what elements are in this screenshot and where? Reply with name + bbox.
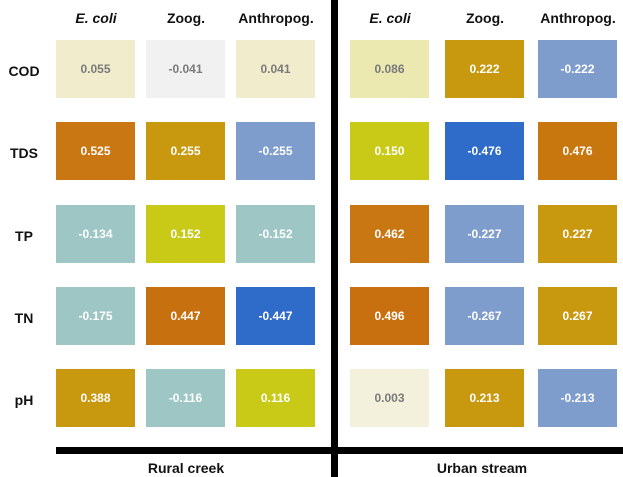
row-label-tn: TN	[14, 310, 34, 326]
row-label-ph: pH	[14, 392, 34, 408]
row-label-tp: TP	[15, 228, 33, 244]
heatmap-cell: -0.134	[56, 205, 135, 263]
heatmap-cell: 0.003	[350, 369, 429, 427]
row-label-cod: COD	[8, 63, 40, 79]
heatmap-cell: 0.255	[146, 122, 225, 180]
heatmap-cell: 0.086	[350, 40, 429, 98]
heatmap-cell: -0.447	[236, 287, 315, 345]
heatmap-cell: -0.476	[445, 122, 524, 180]
column-header-1-1: Zoog.	[465, 10, 505, 26]
heatmap-cell: 0.150	[350, 122, 429, 180]
heatmap-cell: 0.496	[350, 287, 429, 345]
column-header-0-0: E. coli	[75, 10, 117, 26]
heatmap-cell: -0.041	[146, 40, 225, 98]
panel-divider-vertical	[331, 0, 338, 477]
heatmap-cell: 0.388	[56, 369, 135, 427]
heatmap-cell: -0.222	[538, 40, 617, 98]
heatmap-cell: 0.055	[56, 40, 135, 98]
heatmap-cell: 0.525	[56, 122, 135, 180]
column-header-0-2: Anthropog.	[238, 10, 314, 26]
heatmap-cell: 0.213	[445, 369, 524, 427]
heatmap-cell: -0.213	[538, 369, 617, 427]
row-label-tds: TDS	[10, 145, 38, 161]
column-header-0-1: Zoog.	[166, 10, 206, 26]
heatmap-cell: -0.175	[56, 287, 135, 345]
panel-title-0: Rural creek	[147, 460, 225, 476]
column-header-1-0: E. coli	[369, 10, 411, 26]
panel-divider-horizontal	[56, 447, 623, 454]
heatmap-cell: 0.152	[146, 205, 225, 263]
heatmap-cell: 0.227	[538, 205, 617, 263]
heatmap-cell: 0.222	[445, 40, 524, 98]
heatmap-cell: 0.462	[350, 205, 429, 263]
column-header-1-2: Anthropog.	[540, 10, 616, 26]
heatmap-cell: 0.116	[236, 369, 315, 427]
heatmap-cell: 0.041	[236, 40, 315, 98]
heatmap-cell: 0.447	[146, 287, 225, 345]
heatmap-cell: -0.255	[236, 122, 315, 180]
heatmap-cell: -0.152	[236, 205, 315, 263]
heatmap-cell: -0.227	[445, 205, 524, 263]
heatmap-cell: 0.267	[538, 287, 617, 345]
heatmap-cell: -0.267	[445, 287, 524, 345]
heatmap-cell: 0.476	[538, 122, 617, 180]
panel-title-1: Urban stream	[436, 460, 528, 476]
heatmap-cell: -0.116	[146, 369, 225, 427]
